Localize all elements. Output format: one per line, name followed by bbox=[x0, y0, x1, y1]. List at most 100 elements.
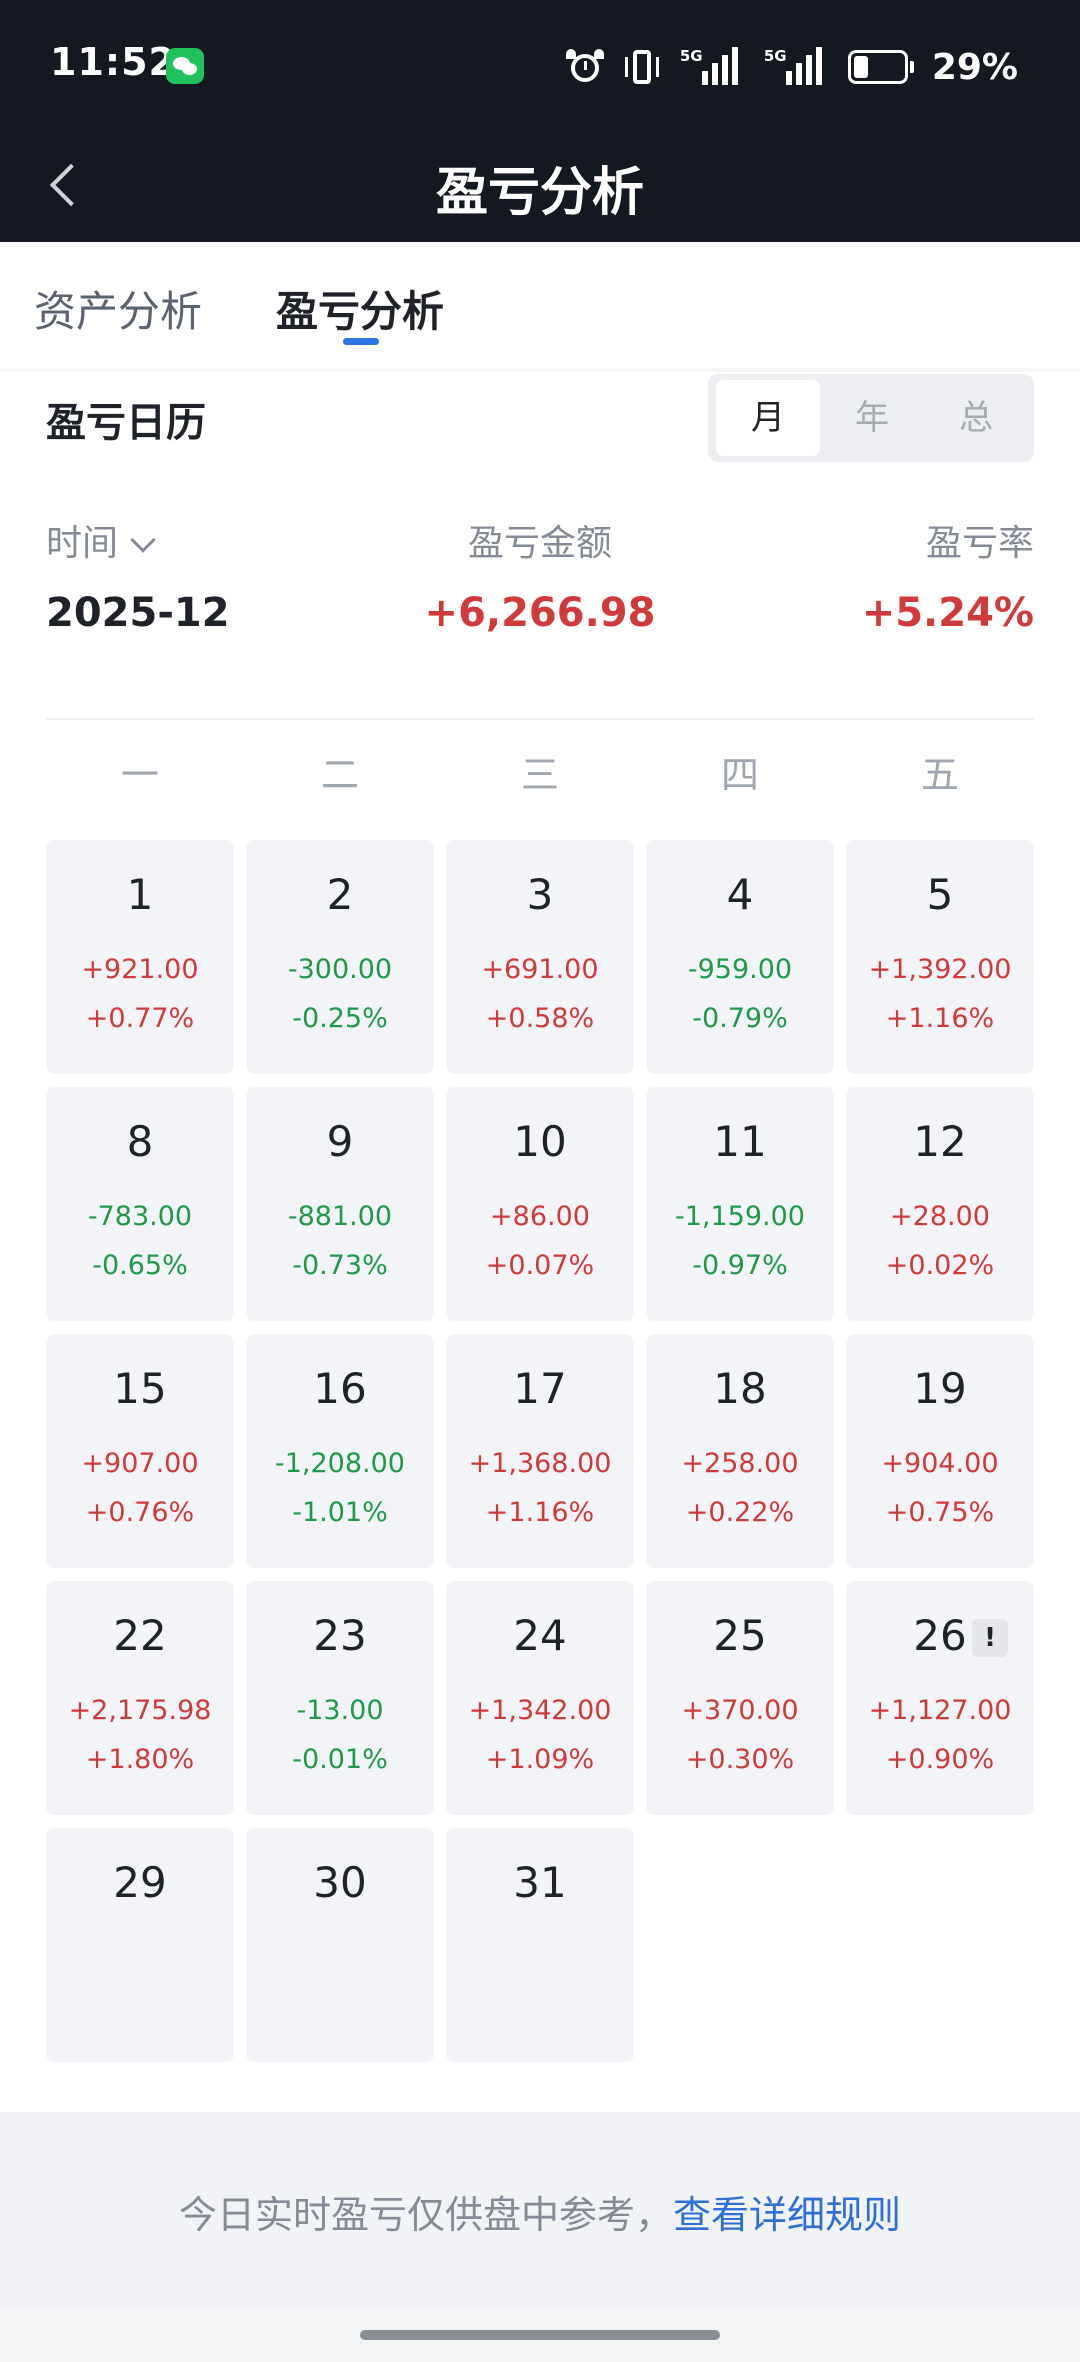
rate-label: 盈亏率 bbox=[925, 523, 1034, 564]
day-pnl-amount: +904.00 bbox=[881, 1448, 999, 1479]
day-pnl-amount: +691.00 bbox=[481, 954, 599, 985]
day-number: 5 bbox=[926, 870, 954, 919]
calendar-day-cell[interactable]: 15 +907.00 +0.76% bbox=[46, 1334, 234, 1568]
day-pnl-rate: +0.90% bbox=[885, 1744, 995, 1775]
calendar-day-cell[interactable]: 5 +1,392.00 +1.16% bbox=[846, 840, 1034, 1074]
home-indicator[interactable] bbox=[360, 2330, 720, 2340]
day-pnl-amount: +86.00 bbox=[490, 1201, 590, 1232]
alert-icon[interactable]: ! bbox=[972, 1619, 1008, 1657]
time-value: 2025-12 bbox=[46, 590, 230, 636]
weekday-label: 五 bbox=[920, 753, 959, 797]
day-pnl-amount: +1,392.00 bbox=[868, 954, 1012, 985]
period-switcher: 月 年 总 bbox=[708, 374, 1034, 462]
tab-pnl-analysis[interactable]: 盈亏分析 bbox=[276, 287, 445, 336]
day-number: 19 bbox=[913, 1364, 967, 1413]
day-pnl-amount: +1,368.00 bbox=[468, 1448, 612, 1479]
day-pnl-rate: +1.09% bbox=[485, 1744, 595, 1775]
calendar-day-cell[interactable]: 1 +921.00 +0.77% bbox=[46, 840, 234, 1074]
day-pnl-rate: -0.79% bbox=[692, 1003, 788, 1034]
calendar-day-cell[interactable]: 10 +86.00 +0.07% bbox=[446, 1087, 634, 1321]
day-pnl-rate: +0.75% bbox=[885, 1497, 995, 1528]
footer-text: 今日实时盈亏仅供盘中参考，查看详细规则 bbox=[0, 2184, 1080, 2239]
calendar-day-cell[interactable]: 4 -959.00 -0.79% bbox=[646, 840, 834, 1074]
day-pnl-amount: +907.00 bbox=[81, 1448, 199, 1479]
period-total-button[interactable]: 总 bbox=[959, 398, 993, 438]
day-pnl-amount: -13.00 bbox=[296, 1695, 384, 1726]
weekday-label: 三 bbox=[520, 753, 559, 797]
period-month-button[interactable]: 月 bbox=[716, 380, 820, 456]
day-pnl-amount: +2,175.98 bbox=[68, 1695, 212, 1726]
tab-bar: 资产分析 盈亏分析 bbox=[0, 242, 1080, 368]
day-number: 8 bbox=[126, 1117, 154, 1166]
calendar-day-cell[interactable]: 11 -1,159.00 -0.97% bbox=[646, 1087, 834, 1321]
day-number: 29 bbox=[113, 1858, 167, 1907]
calendar-day-cell[interactable]: 12 +28.00 +0.02% bbox=[846, 1087, 1034, 1321]
day-pnl-amount: -959.00 bbox=[687, 954, 793, 985]
wechat-notification-icon bbox=[166, 48, 204, 84]
battery-percent: 29% bbox=[931, 46, 1018, 88]
day-pnl-rate: +1.16% bbox=[485, 1497, 595, 1528]
calendar-day-cell[interactable]: 30 bbox=[246, 1828, 434, 2062]
calendar-day-cell[interactable]: 9 -881.00 -0.73% bbox=[246, 1087, 434, 1321]
calendar-day-cell[interactable]: 19 +904.00 +0.75% bbox=[846, 1334, 1034, 1568]
tab-asset-analysis[interactable]: 资产分析 bbox=[34, 287, 203, 336]
divider bbox=[46, 718, 1034, 720]
day-pnl-rate: -0.73% bbox=[292, 1250, 388, 1281]
day-pnl-rate: +0.07% bbox=[485, 1250, 595, 1281]
day-pnl-rate: +0.22% bbox=[685, 1497, 795, 1528]
day-number: 26 bbox=[913, 1611, 967, 1660]
weekday-label: 一 bbox=[120, 753, 159, 797]
amount-label: 盈亏金额 bbox=[467, 523, 612, 564]
day-number: 15 bbox=[113, 1364, 167, 1413]
calendar-day-cell[interactable]: 8 -783.00 -0.65% bbox=[46, 1087, 234, 1321]
vibrate-icon bbox=[622, 47, 662, 87]
day-pnl-rate: +0.77% bbox=[85, 1003, 195, 1034]
day-pnl-rate: +0.30% bbox=[685, 1744, 795, 1775]
day-number: 17 bbox=[513, 1364, 567, 1413]
day-pnl-amount: +258.00 bbox=[681, 1448, 799, 1479]
status-bar: 11:52 5G 5G 29% bbox=[0, 0, 1080, 132]
calendar-day-cell[interactable]: 22 +2,175.98 +1.80% bbox=[46, 1581, 234, 1815]
day-pnl-rate: +0.58% bbox=[485, 1003, 595, 1034]
day-number: 31 bbox=[513, 1858, 567, 1907]
day-pnl-amount: +370.00 bbox=[681, 1695, 799, 1726]
day-pnl-amount: -881.00 bbox=[287, 1201, 393, 1232]
calendar-day-cell[interactable]: 25 +370.00 +0.30% bbox=[646, 1581, 834, 1815]
day-number: 2 bbox=[326, 870, 354, 919]
day-number: 23 bbox=[313, 1611, 367, 1660]
calendar-day-cell[interactable]: 24 +1,342.00 +1.09% bbox=[446, 1581, 634, 1815]
footer-note: 今日实时盈亏仅供盘中参考，查看详细规则 bbox=[0, 2112, 1080, 2310]
day-number: 16 bbox=[313, 1364, 367, 1413]
calendar-day-cell[interactable]: 3 +691.00 +0.58% bbox=[446, 840, 634, 1074]
signal-icon-2: 5G bbox=[764, 47, 830, 87]
calendar-day-cell[interactable]: 31 bbox=[446, 1828, 634, 2062]
day-pnl-amount: +1,342.00 bbox=[468, 1695, 612, 1726]
active-tab-indicator bbox=[343, 338, 379, 345]
page-title: 盈亏分析 bbox=[435, 163, 644, 223]
calendar-day-cell[interactable]: 18 +258.00 +0.22% bbox=[646, 1334, 834, 1568]
day-pnl-amount: -1,208.00 bbox=[275, 1448, 405, 1479]
day-number: 4 bbox=[726, 870, 754, 919]
calendar-day-cell[interactable]: 17 +1,368.00 +1.16% bbox=[446, 1334, 634, 1568]
day-number: 24 bbox=[513, 1611, 567, 1660]
day-pnl-amount: -300.00 bbox=[287, 954, 393, 985]
period-year-button[interactable]: 年 bbox=[855, 398, 889, 438]
day-pnl-amount: +28.00 bbox=[890, 1201, 990, 1232]
day-number: 12 bbox=[913, 1117, 967, 1166]
calendar-day-cell[interactable]: 16 -1,208.00 -1.01% bbox=[246, 1334, 434, 1568]
calendar-day-cell[interactable]: 26! +1,127.00 +0.90% bbox=[846, 1581, 1034, 1815]
calendar-day-cell[interactable]: 23 -13.00 -0.01% bbox=[246, 1581, 434, 1815]
weekday-label: 四 bbox=[720, 753, 759, 797]
day-pnl-rate: -0.65% bbox=[92, 1250, 188, 1281]
calendar-day-cell[interactable]: 29 bbox=[46, 1828, 234, 2062]
day-pnl-rate: +0.76% bbox=[85, 1497, 195, 1528]
time-selector[interactable]: 时间 bbox=[46, 514, 156, 566]
day-number: 3 bbox=[526, 870, 554, 919]
day-pnl-amount: -1,159.00 bbox=[675, 1201, 805, 1232]
calendar-day-cell[interactable]: 2 -300.00 -0.25% bbox=[246, 840, 434, 1074]
day-pnl-rate: +0.02% bbox=[885, 1250, 995, 1281]
pnl-calendar-panel: 盈亏日历 月 年 总 时间 2025-12 盈亏金额 +6,266.98 盈亏率… bbox=[0, 372, 1080, 2112]
day-pnl-amount: +1,127.00 bbox=[868, 1695, 1012, 1726]
day-number: 9 bbox=[326, 1117, 354, 1166]
rules-link[interactable]: 查看详细规则 bbox=[673, 2193, 902, 2237]
